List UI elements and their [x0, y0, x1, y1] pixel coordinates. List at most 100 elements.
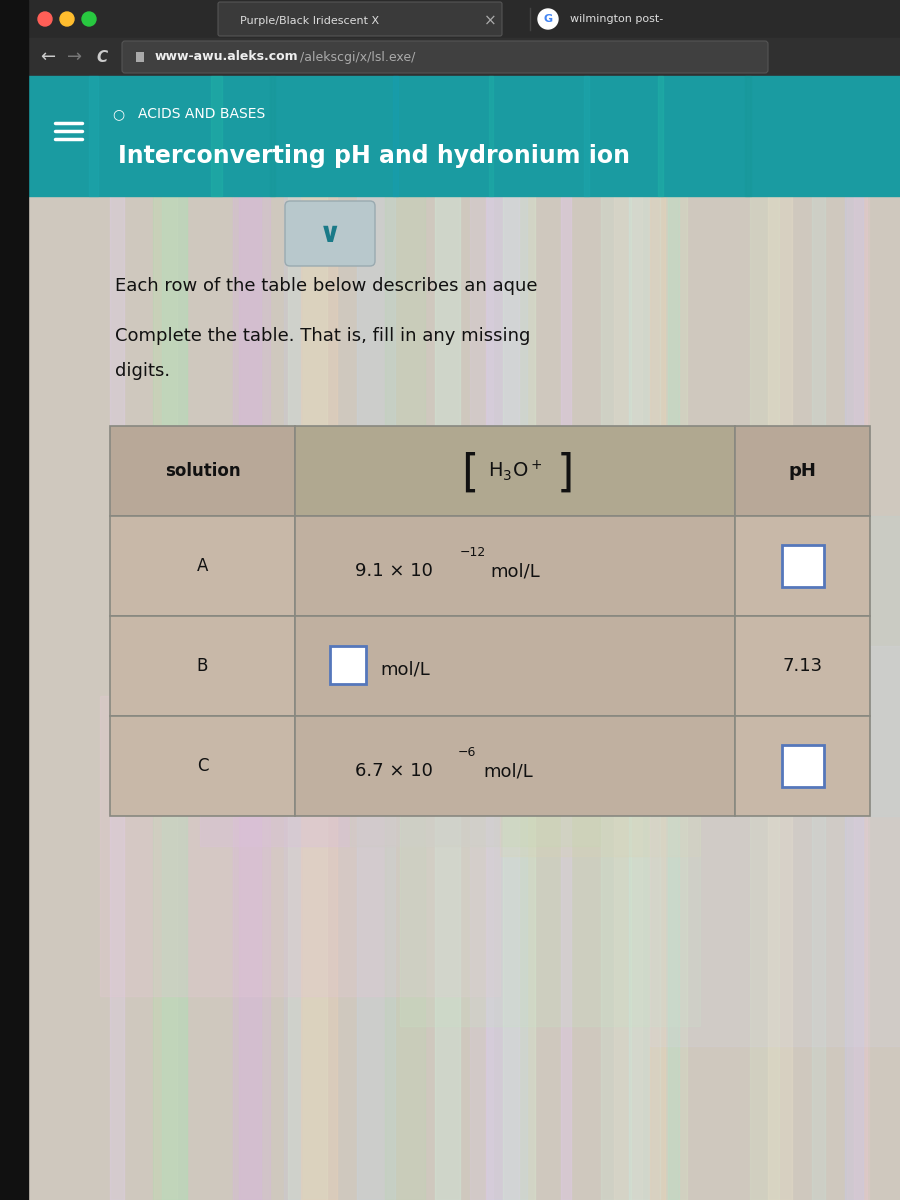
Circle shape — [60, 12, 74, 26]
Bar — [845, 196, 863, 1200]
Text: Interconverting pH and hydronium ion: Interconverting pH and hydronium ion — [118, 144, 630, 168]
Text: digits.: digits. — [115, 362, 170, 380]
Bar — [284, 196, 302, 1200]
Text: 6.7 × 10: 6.7 × 10 — [355, 762, 433, 780]
Bar — [735, 516, 870, 616]
Bar — [812, 196, 825, 1200]
Bar — [470, 196, 493, 1200]
Bar — [660, 196, 688, 1200]
Bar — [385, 196, 425, 1200]
Text: pH: pH — [788, 462, 816, 480]
Text: 9.1 × 10: 9.1 × 10 — [355, 562, 433, 580]
Bar — [0, 0, 28, 1200]
Text: ∨: ∨ — [319, 220, 341, 247]
Bar — [600, 516, 900, 816]
Text: [: [ — [462, 451, 479, 494]
Text: −6: −6 — [458, 745, 476, 758]
Text: G: G — [544, 14, 553, 24]
Circle shape — [82, 12, 96, 26]
Text: 7.13: 7.13 — [782, 658, 823, 674]
Bar — [28, 76, 900, 196]
Text: A: A — [197, 557, 208, 575]
Bar — [584, 76, 589, 196]
FancyBboxPatch shape — [218, 2, 502, 36]
Text: C: C — [197, 757, 208, 775]
Bar — [489, 76, 493, 196]
Bar — [629, 196, 660, 1200]
Text: ×: × — [483, 13, 497, 29]
Text: /alekscgi/x/lsl.exe/: /alekscgi/x/lsl.exe/ — [300, 50, 416, 64]
Bar — [295, 616, 735, 716]
Bar — [781, 745, 824, 787]
Text: Each row of the table below describes an aque: Each row of the table below describes an… — [115, 277, 537, 295]
Bar — [768, 196, 792, 1200]
Bar — [28, 196, 900, 1200]
Bar — [487, 196, 527, 1200]
Text: mol/L: mol/L — [490, 562, 540, 580]
Bar — [28, 38, 900, 76]
Bar — [781, 545, 824, 587]
Bar — [750, 196, 778, 1200]
Text: Complete the table. That is, fill in any missing: Complete the table. That is, fill in any… — [115, 326, 530, 346]
Bar — [161, 196, 187, 1200]
Text: solution: solution — [165, 462, 240, 480]
Text: ]: ] — [556, 451, 573, 494]
Bar — [239, 196, 270, 1200]
Circle shape — [38, 12, 52, 26]
Bar — [154, 196, 176, 1200]
Text: →: → — [68, 48, 83, 66]
Bar — [233, 196, 261, 1200]
Text: ACIDS AND BASES: ACIDS AND BASES — [138, 107, 266, 121]
Bar — [669, 196, 679, 1200]
Bar — [658, 76, 663, 196]
Text: B: B — [197, 658, 208, 674]
Bar — [350, 446, 600, 846]
Bar — [110, 426, 295, 516]
Bar — [28, 0, 900, 38]
Bar — [295, 516, 735, 616]
Bar — [735, 716, 870, 816]
Circle shape — [538, 8, 558, 29]
Bar — [270, 76, 275, 196]
Bar — [110, 196, 124, 1200]
Bar — [100, 696, 500, 996]
Bar — [650, 196, 665, 1200]
Bar — [295, 716, 735, 816]
Bar — [631, 196, 642, 1200]
Bar — [89, 76, 98, 196]
Text: ○: ○ — [112, 107, 124, 121]
Bar — [735, 616, 870, 716]
Bar — [110, 516, 295, 616]
Bar — [287, 196, 328, 1200]
Bar — [435, 196, 460, 1200]
Bar — [400, 676, 700, 1026]
Bar — [393, 76, 398, 196]
Bar — [200, 496, 500, 846]
Bar — [110, 716, 295, 816]
Bar — [503, 196, 535, 1200]
Bar — [601, 196, 631, 1200]
Text: mol/L: mol/L — [483, 762, 533, 780]
Bar — [136, 52, 144, 62]
FancyBboxPatch shape — [122, 41, 768, 73]
Bar — [301, 196, 337, 1200]
Bar — [854, 196, 868, 1200]
Text: $\mathregular{H_3O^+}$: $\mathregular{H_3O^+}$ — [488, 458, 542, 484]
Text: C: C — [96, 49, 108, 65]
Bar — [847, 196, 868, 1200]
Bar — [110, 616, 295, 716]
Bar — [152, 196, 186, 1200]
Bar — [561, 196, 571, 1200]
Text: wilmington post-: wilmington post- — [570, 14, 663, 24]
Bar — [330, 646, 366, 684]
Text: Purple/Black Iridescent X: Purple/Black Iridescent X — [240, 16, 380, 26]
Bar — [500, 476, 700, 856]
Bar — [295, 426, 735, 516]
FancyBboxPatch shape — [285, 200, 375, 266]
Text: −12: −12 — [460, 546, 486, 558]
Bar — [211, 76, 222, 196]
Text: www-awu.aleks.com: www-awu.aleks.com — [155, 50, 299, 64]
Bar — [614, 196, 649, 1200]
Bar — [486, 196, 519, 1200]
Bar — [735, 426, 870, 516]
